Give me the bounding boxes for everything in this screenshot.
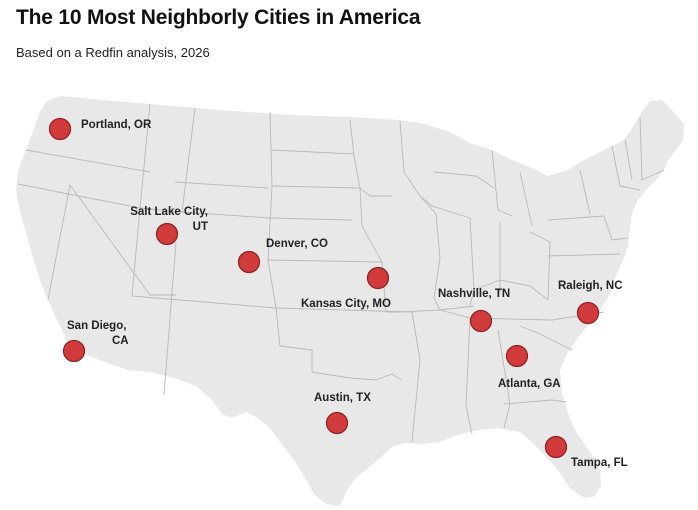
page-title: The 10 Most Neighborly Cities in America <box>16 6 421 29</box>
state-border-line <box>433 171 495 189</box>
city-marker <box>469 309 493 333</box>
state-border-line <box>611 145 641 191</box>
state-border-line <box>473 279 549 301</box>
city-label: Kansas City, MO <box>301 298 391 310</box>
city-marker <box>325 411 349 435</box>
state-border-line <box>497 329 511 429</box>
state-border-line <box>579 169 591 215</box>
state-border-line <box>547 215 605 221</box>
city-marker <box>505 344 529 368</box>
city-label: Austin, TX <box>314 392 371 404</box>
city-marker <box>366 266 390 290</box>
state-border-line <box>547 253 621 257</box>
state-border-line <box>386 305 475 313</box>
state-border-line <box>491 149 513 217</box>
state-border-line <box>519 325 573 351</box>
us-land-shape <box>16 96 684 506</box>
state-border-line <box>17 183 141 209</box>
state-border-line <box>181 211 271 219</box>
city-label: CA <box>112 335 129 347</box>
city-marker <box>544 435 568 459</box>
state-border-line <box>25 149 151 173</box>
state-border-line <box>269 217 353 221</box>
state-border-line <box>603 215 629 241</box>
state-border-line <box>624 139 633 181</box>
page-subtitle: Based on a Redfin analysis, 2026 <box>16 45 210 60</box>
city-label: Nashville, TN <box>438 288 510 300</box>
state-border-line <box>131 207 141 297</box>
city-marker <box>48 117 72 141</box>
city-label: Portland, OR <box>81 119 152 131</box>
state-border-line <box>47 184 71 301</box>
city-label: Tampa, FL <box>571 457 628 469</box>
state-border-line <box>267 111 277 309</box>
city-label: Raleigh, NC <box>558 280 623 292</box>
state-border-line <box>503 399 567 405</box>
city-label: Atlanta, GA <box>498 378 561 390</box>
city-markers <box>48 117 600 459</box>
state-border-line <box>275 307 413 313</box>
city-label: San Diego, <box>67 320 126 332</box>
city-label: UT <box>193 221 208 233</box>
state-border-line <box>399 120 437 215</box>
state-border-line <box>465 317 473 435</box>
state-border-line <box>411 311 421 443</box>
city-label: Denver, CO <box>266 238 328 250</box>
state-border-line <box>419 195 471 219</box>
state-border-line <box>131 295 277 309</box>
state-border-line <box>69 184 176 296</box>
city-marker <box>62 339 86 363</box>
state-border-line <box>639 117 665 181</box>
state-border-line <box>433 213 441 311</box>
state-border-line <box>174 181 269 189</box>
state-border-line <box>519 171 533 227</box>
city-label: Salt Lake City, <box>130 206 208 218</box>
state-border-line <box>349 119 361 189</box>
city-labels: Portland, OR Salt Lake City, UT Denver, CO S… <box>67 119 628 469</box>
city-marker <box>576 301 600 325</box>
state-border-line <box>275 307 403 381</box>
state-border-line <box>181 107 196 213</box>
state-border-line <box>271 149 355 155</box>
state-border-line <box>529 231 551 301</box>
state-border-line <box>267 259 383 263</box>
city-marker <box>155 222 179 246</box>
us-land <box>16 96 684 506</box>
state-border-line <box>163 241 177 396</box>
state-border-line <box>271 185 392 197</box>
city-marker <box>237 250 261 274</box>
